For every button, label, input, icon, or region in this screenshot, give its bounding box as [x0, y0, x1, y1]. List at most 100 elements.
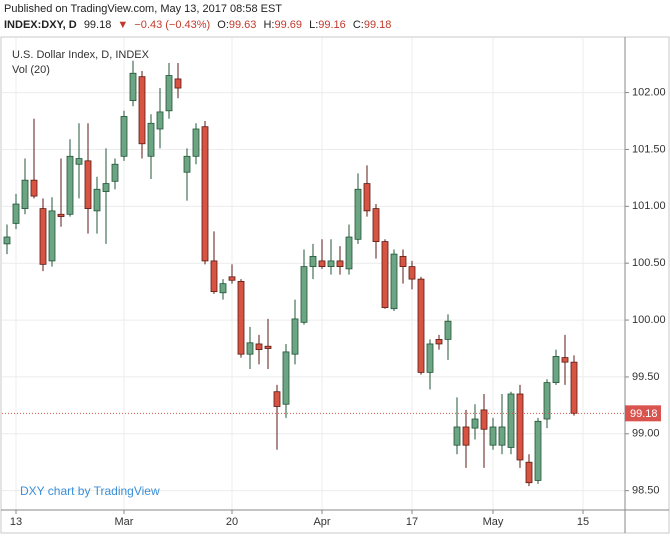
y-tick-label: 101.00 [632, 200, 666, 212]
candle-body [273, 391, 281, 407]
candle-body [237, 280, 245, 355]
x-tick-label: Mar [115, 516, 134, 528]
published-note: Published on TradingView.com, May 13, 20… [4, 3, 282, 15]
x-tick-label: Apr [313, 516, 330, 528]
candle-body [318, 260, 326, 268]
candle-body [30, 179, 38, 197]
candle-body [570, 361, 578, 414]
candle-body [453, 426, 461, 446]
candle-body [498, 426, 506, 446]
candle-body [480, 409, 488, 430]
candle-body [66, 155, 74, 215]
candle-body [381, 241, 389, 308]
candle-body [543, 382, 551, 420]
change: −0.43 (−0.43%) [134, 19, 210, 31]
candle-body [327, 260, 335, 268]
candle-body [372, 208, 380, 242]
candle-body [129, 72, 137, 101]
candle-body [228, 276, 236, 281]
candle-body [102, 183, 110, 192]
candle-body [426, 343, 434, 373]
candle-body [147, 122, 155, 157]
ohlc-label: H: [263, 19, 274, 31]
candle-body [345, 236, 353, 270]
candle-body [192, 128, 200, 157]
candle-body [21, 179, 29, 210]
candle-body [534, 420, 542, 481]
candle-body [516, 393, 524, 461]
candle-body [507, 393, 515, 448]
candle-body [138, 76, 146, 145]
x-tick-label: 17 [406, 516, 418, 528]
candle-body [210, 260, 218, 293]
y-tick-label: 100.50 [632, 257, 666, 269]
y-tick-label: 99.00 [632, 428, 660, 440]
candle-body [48, 210, 56, 262]
x-tick-label: May [483, 516, 504, 528]
indicator-label: Vol (20) [12, 64, 50, 76]
ohlc-label: C: [353, 19, 364, 31]
last-price: 99.18 [84, 19, 112, 31]
candle-body [111, 163, 119, 182]
candle-body [246, 342, 254, 355]
candle-body [354, 188, 362, 240]
candle-body [462, 426, 470, 446]
candle-body [3, 236, 11, 245]
candle-body [174, 78, 182, 89]
candle-body [93, 188, 101, 212]
x-tick-label: 20 [226, 516, 238, 528]
candle-body [444, 320, 452, 340]
symbol-line: INDEX:DXY, D 99.18 ▼ −0.43 (−0.43%) O:99… [4, 19, 391, 31]
last-price-tag [625, 405, 661, 422]
candle-body [183, 155, 191, 173]
candle-body [264, 345, 272, 349]
watermark: DXY chart by TradingView [20, 484, 160, 498]
ohlc-value: 99.63 [229, 19, 257, 31]
last-price-label: 99.18 [630, 408, 658, 420]
candle-body [390, 253, 398, 310]
candle-body [84, 160, 92, 210]
y-tick-label: 100.00 [632, 314, 666, 326]
chart-title: U.S. Dollar Index, D, INDEX [12, 49, 150, 61]
change-arrow: ▼ [117, 19, 128, 31]
candle-body [291, 318, 299, 355]
candle-body [471, 418, 479, 429]
candle-body [75, 158, 83, 165]
candle-body [201, 126, 209, 262]
x-tick-label: 13 [10, 516, 22, 528]
candle-body [57, 213, 65, 217]
y-tick-label: 99.50 [632, 371, 660, 383]
ohlc-value: 99.18 [364, 19, 392, 31]
candle-body [435, 338, 443, 345]
chart-frame [0, 36, 670, 534]
candle-body [156, 111, 164, 130]
candle-body [39, 208, 47, 265]
ohlc-label: O: [217, 19, 229, 31]
candle-body [300, 266, 308, 323]
y-tick-label: 102.00 [632, 86, 666, 98]
x-tick-label: 15 [577, 516, 589, 528]
candle-body [255, 343, 263, 351]
candle-body [525, 461, 533, 484]
candle-body [408, 266, 416, 280]
candle-body [120, 116, 128, 157]
y-tick-label: 101.50 [632, 143, 666, 155]
candle-body [219, 283, 227, 294]
candle-body [399, 255, 407, 268]
candle-body [489, 426, 497, 446]
symbol: INDEX:DXY, D [4, 19, 77, 31]
candle-body [282, 351, 290, 405]
candle-body [336, 260, 344, 268]
candle-body [561, 357, 569, 363]
candle-body [165, 75, 173, 112]
y-tick-label: 98.50 [632, 485, 660, 497]
candle-body [309, 255, 317, 268]
ohlc-label: L: [309, 19, 318, 31]
candle-body [417, 278, 425, 373]
candle-body [363, 183, 371, 212]
candle-body [552, 356, 560, 384]
ohlc-value: 99.16 [318, 19, 346, 31]
ohlc-value: 99.69 [274, 19, 302, 31]
